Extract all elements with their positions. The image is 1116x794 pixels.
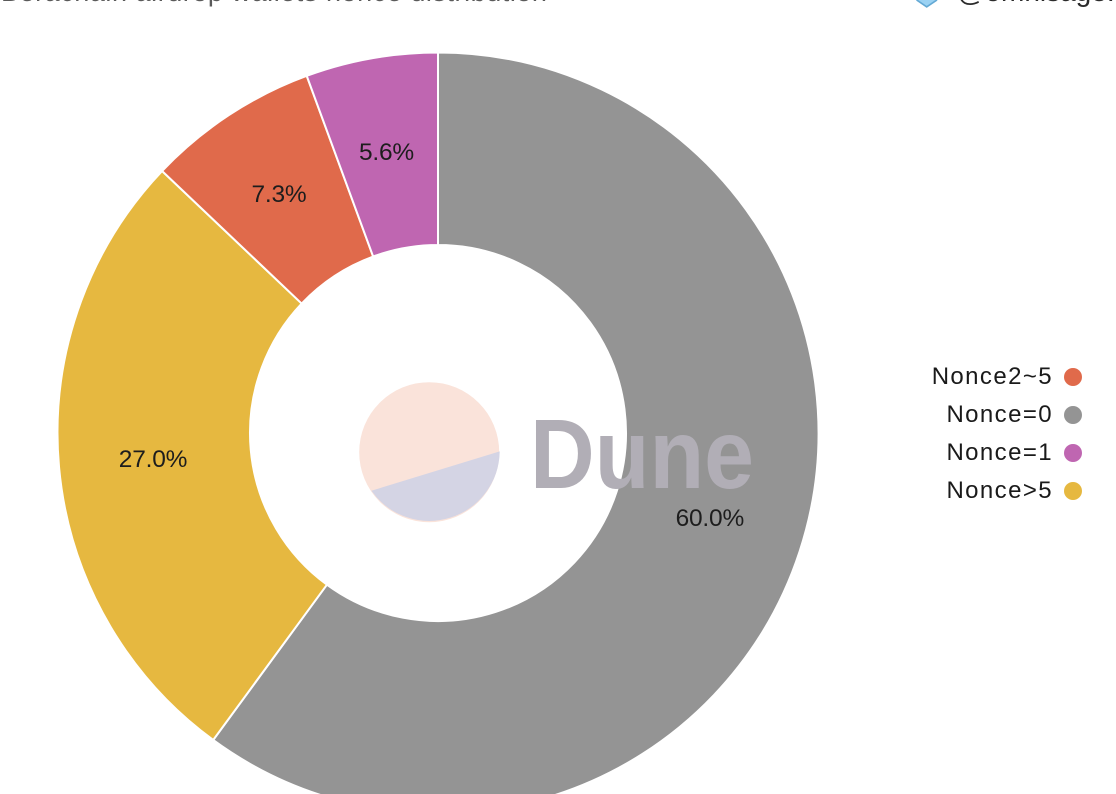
svg-text:Dune: Dune — [530, 399, 754, 509]
